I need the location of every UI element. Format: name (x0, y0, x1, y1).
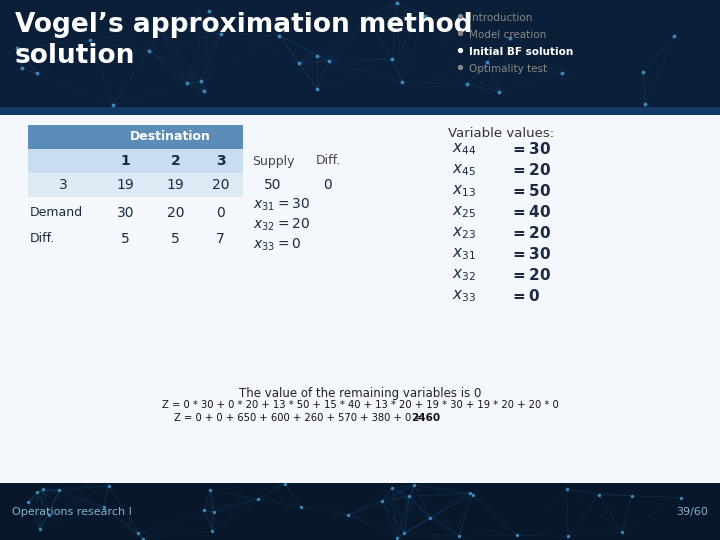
Text: Optimality test: Optimality test (469, 64, 547, 74)
Text: Introduction: Introduction (469, 13, 532, 23)
Text: 39/60: 39/60 (676, 507, 708, 517)
Text: $x_{45}$: $x_{45}$ (452, 162, 476, 178)
Text: $\mathbf{= 40}$: $\mathbf{= 40}$ (510, 204, 552, 220)
Text: 1: 1 (121, 154, 130, 168)
Text: $x_{13}$: $x_{13}$ (452, 183, 476, 199)
Text: The value of the remaining variables is 0: The value of the remaining variables is … (239, 387, 481, 400)
Text: $x_{33}$: $x_{33}$ (452, 288, 476, 304)
Bar (98, 125, 243, 149)
Text: $\mathbf{= 30}$: $\mathbf{= 30}$ (510, 246, 552, 262)
Text: Vogel’s approximation method: Vogel’s approximation method (15, 12, 472, 38)
Text: Diff.: Diff. (315, 154, 341, 167)
Text: Demand: Demand (30, 206, 83, 219)
Text: 3: 3 (58, 178, 68, 192)
Text: 0: 0 (323, 178, 333, 192)
Text: 3: 3 (216, 154, 225, 168)
Text: 50: 50 (264, 178, 282, 192)
Text: 20: 20 (167, 206, 184, 220)
Text: 2460: 2460 (411, 413, 441, 423)
Text: Initial BF solution: Initial BF solution (469, 47, 573, 57)
Text: Model creation: Model creation (469, 30, 546, 40)
Text: 7: 7 (216, 232, 225, 246)
Text: solution: solution (15, 43, 135, 69)
Text: $x_{32}$: $x_{32}$ (452, 267, 476, 283)
Text: $x_{25}$: $x_{25}$ (452, 204, 476, 220)
Bar (28, 149, 243, 173)
Text: Supply: Supply (252, 154, 294, 167)
Text: $x_{44}$: $x_{44}$ (452, 141, 477, 157)
Text: $x_{33} = 0$: $x_{33} = 0$ (253, 237, 301, 253)
Text: Operations research I: Operations research I (12, 507, 132, 517)
Text: 19: 19 (166, 178, 184, 192)
Text: $\mathbf{= 20}$: $\mathbf{= 20}$ (510, 267, 552, 283)
Text: Z = 0 * 30 + 0 * 20 + 13 * 50 + 15 * 40 + 13 * 20 + 19 * 30 + 19 * 20 + 20 * 0: Z = 0 * 30 + 0 * 20 + 13 * 50 + 15 * 40 … (161, 400, 559, 410)
Text: Z = 0 + 0 + 650 + 600 + 260 + 570 + 380 + 0 =: Z = 0 + 0 + 650 + 600 + 260 + 570 + 380 … (174, 413, 426, 423)
Text: $x_{32} = 20$: $x_{32} = 20$ (253, 217, 310, 233)
Text: Destination: Destination (130, 131, 211, 144)
Text: Variable values:: Variable values: (448, 127, 554, 140)
Text: $\mathbf{= 30}$: $\mathbf{= 30}$ (510, 141, 552, 157)
Text: $\mathbf{=  0}$: $\mathbf{= 0}$ (510, 288, 541, 304)
Text: 30: 30 (117, 206, 134, 220)
Bar (0, 107, 720, 115)
Bar (28, 125, 98, 149)
Text: $\mathbf{= 50}$: $\mathbf{= 50}$ (510, 183, 552, 199)
Text: $x_{31}$: $x_{31}$ (452, 246, 476, 262)
Text: Diff.: Diff. (30, 233, 55, 246)
Bar (0, 483, 720, 540)
Bar (0, 0, 720, 115)
Text: 20: 20 (212, 178, 229, 192)
Text: $\mathbf{= 20}$: $\mathbf{= 20}$ (510, 225, 552, 241)
Text: $\mathbf{= 20}$: $\mathbf{= 20}$ (510, 162, 552, 178)
Text: 5: 5 (121, 232, 130, 246)
Text: 0: 0 (216, 206, 225, 220)
Bar (28, 173, 243, 197)
Text: 19: 19 (117, 178, 135, 192)
Text: $x_{31} = 30$: $x_{31} = 30$ (253, 197, 310, 213)
Text: $x_{23}$: $x_{23}$ (452, 225, 476, 241)
Text: 2: 2 (171, 154, 181, 168)
Bar (0, 115, 720, 483)
Text: 5: 5 (171, 232, 180, 246)
